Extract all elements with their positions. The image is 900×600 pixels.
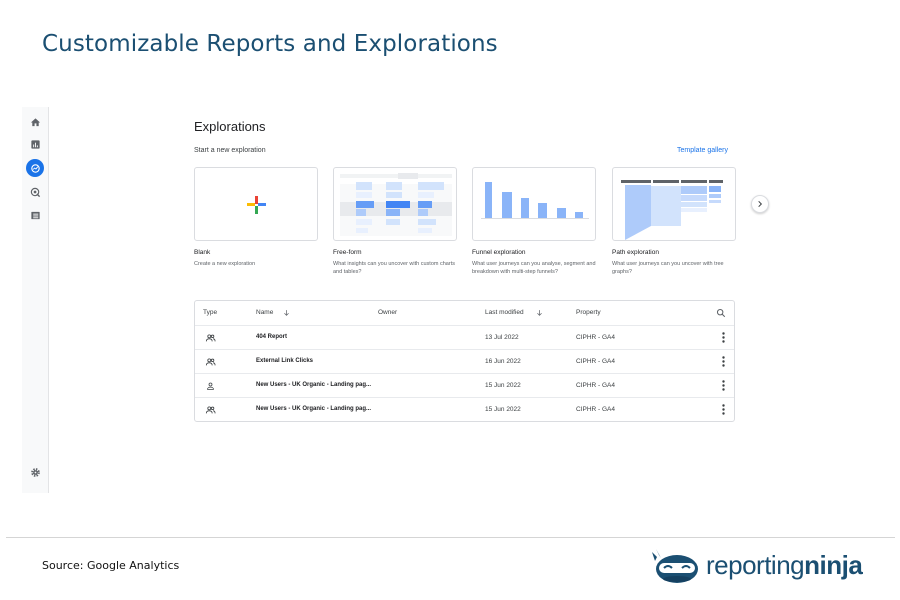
chevron-right-icon — [758, 200, 763, 208]
more-options-icon[interactable] — [722, 356, 725, 367]
more-options-icon[interactable] — [722, 404, 725, 415]
group-icon — [205, 334, 216, 342]
reportingninja-logo: reportingninja — [651, 545, 863, 589]
home-icon[interactable] — [29, 116, 42, 129]
logo-text-ninja: ninja — [804, 550, 863, 580]
blank-card-desc: Create a new exploration — [194, 261, 256, 267]
property-column-header: Property — [576, 309, 601, 316]
exploration-name[interactable]: New Users - UK Organic - Landing pag... — [256, 382, 372, 388]
property-name: CIPHR - GA4 — [576, 334, 616, 341]
property-name: CIPHR - GA4 — [576, 406, 616, 413]
blank-card-label: Blank — [194, 249, 211, 256]
page-heading: Customizable Reports and Explorations — [42, 31, 498, 57]
table-row[interactable]: New Users - UK Organic - Landing pag... … — [195, 397, 734, 421]
plus-icon — [247, 196, 266, 214]
funnel-card-desc: What user journeys can you analyse, segm… — [472, 261, 596, 275]
exploration-name[interactable]: External Link Clicks — [256, 358, 314, 364]
table-row[interactable]: 404 Report 13 Jul 2022 CIPHR - GA4 — [195, 325, 734, 349]
analytics-screenshot: Explorations Start a new exploration Tem… — [22, 107, 879, 493]
ninja-mascot-icon — [652, 549, 698, 583]
table-row[interactable]: External Link Clicks 16 Jun 2022 CIPHR -… — [195, 349, 734, 373]
footer-divider — [6, 537, 895, 538]
advertising-icon[interactable] — [29, 186, 42, 199]
sort-arrow-down-icon[interactable] — [283, 309, 290, 317]
group-icon — [205, 358, 216, 366]
name-column-header[interactable]: Name — [256, 309, 274, 316]
free-form-card[interactable] — [333, 167, 457, 241]
more-options-icon[interactable] — [722, 380, 725, 391]
last-modified-date: 13 Jul 2022 — [485, 334, 519, 341]
free-form-card-desc: What insights can you uncover with custo… — [333, 261, 455, 275]
funnel-card-label: Funnel exploration — [472, 249, 526, 256]
logo-wordmark: reportingninja — [706, 550, 863, 581]
source-caption: Source: Google Analytics — [42, 559, 180, 572]
path-card-label: Path exploration — [612, 249, 659, 256]
path-thumbnail — [621, 180, 723, 240]
property-name: CIPHR - GA4 — [576, 358, 616, 365]
logo-text-reporting: reporting — [706, 550, 805, 580]
last-modified-column-header[interactable]: Last modified — [485, 309, 524, 316]
next-cards-button[interactable] — [751, 195, 769, 213]
settings-icon[interactable] — [29, 466, 42, 479]
free-form-thumbnail — [340, 173, 452, 236]
group-icon — [205, 406, 216, 414]
path-card-desc: What user journeys can you uncover with … — [612, 261, 724, 275]
last-modified-date: 16 Jun 2022 — [485, 358, 521, 365]
exploration-name[interactable]: 404 Report — [256, 334, 288, 340]
template-gallery-link[interactable]: Template gallery — [677, 147, 728, 154]
blank-card[interactable] — [194, 167, 318, 241]
explore-icon[interactable] — [26, 159, 44, 177]
owner-column-header: Owner — [378, 309, 398, 316]
search-icon[interactable] — [716, 308, 726, 318]
start-new-exploration-label: Start a new exploration — [194, 147, 266, 154]
property-name: CIPHR - GA4 — [576, 382, 616, 389]
bar-chart-icon[interactable] — [29, 138, 42, 151]
explorations-table: Type Name Owner Last modified Property 4… — [194, 300, 735, 422]
nav-rail — [22, 107, 49, 493]
exploration-name[interactable]: New Users - UK Organic - Landing pag... — [256, 406, 372, 412]
more-options-icon[interactable] — [722, 332, 725, 343]
list-icon[interactable] — [29, 209, 42, 222]
sort-arrow-down-icon[interactable] — [536, 309, 543, 317]
last-modified-date: 15 Jun 2022 — [485, 382, 521, 389]
explorations-title: Explorations — [194, 119, 266, 134]
funnel-exploration-card[interactable] — [472, 167, 596, 241]
table-row[interactable]: New Users - UK Organic - Landing pag... … — [195, 373, 734, 397]
path-exploration-card[interactable] — [612, 167, 736, 241]
explorations-main: Explorations Start a new exploration Tem… — [49, 107, 879, 493]
free-form-card-label: Free-form — [333, 249, 362, 256]
funnel-thumbnail — [481, 182, 589, 219]
type-column-header: Type — [203, 309, 218, 316]
last-modified-date: 15 Jun 2022 — [485, 406, 521, 413]
person-icon — [207, 382, 214, 390]
